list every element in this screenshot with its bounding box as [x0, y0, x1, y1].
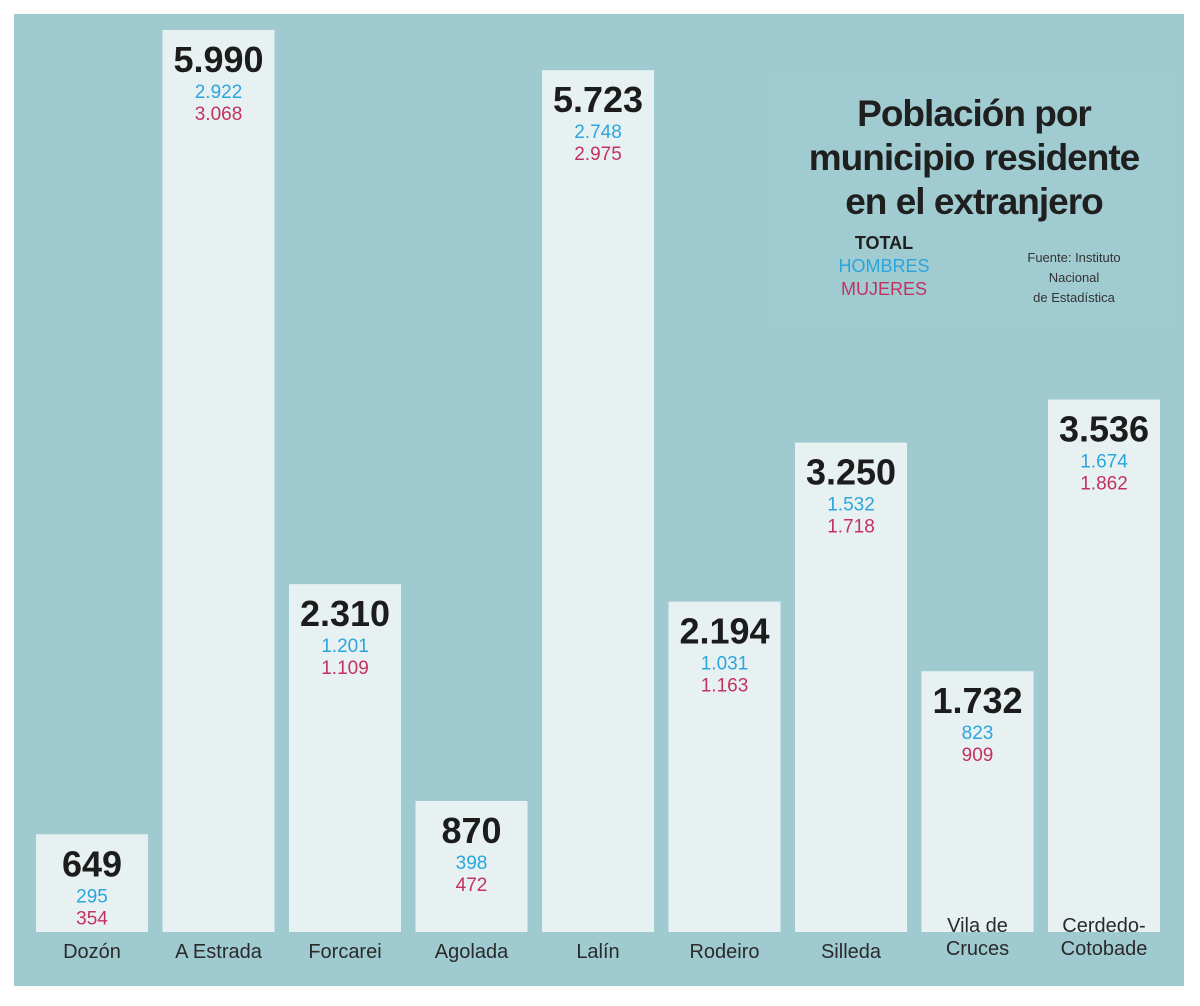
category-label: Vila de [947, 915, 1008, 937]
bar-men-label: 1.674 [1080, 452, 1128, 473]
source-note: Fuente: Instituto Nacional de Estadístic… [1004, 248, 1144, 308]
bar-women-label: 909 [962, 745, 994, 766]
bar-women-label: 1.718 [827, 517, 875, 538]
source-line: Fuente: Instituto [1027, 250, 1121, 265]
category-label: Rodeiro [689, 941, 759, 963]
legend: TOTAL HOMBRES MUJERES [814, 232, 954, 301]
bar-women-label: 472 [456, 875, 488, 896]
bar-women-label: 1.862 [1080, 474, 1128, 495]
bar-total-label: 3.536 [1059, 409, 1149, 450]
bar-total-label: 870 [441, 810, 501, 851]
category-label: Agolada [435, 941, 509, 963]
bar-men-label: 1.201 [321, 636, 369, 657]
bar-men-label: 1.532 [827, 495, 875, 516]
bar-total-label: 2.194 [679, 611, 769, 652]
category-label: Cerdedo- [1062, 915, 1145, 937]
chart-title-line: municipio residente [808, 137, 1141, 178]
category-label: Cruces [946, 938, 1009, 960]
bar-total-label: 1.732 [932, 680, 1022, 721]
legend-men: HOMBRES [838, 256, 930, 276]
bar [542, 70, 654, 933]
chart-title-line: en el extranjero [845, 181, 1104, 222]
bar-total-label: 2.310 [300, 593, 390, 634]
bar-total-label: 649 [62, 843, 122, 884]
bar [921, 671, 1034, 932]
bar-men-label: 2.748 [574, 122, 622, 143]
category-label: Silleda [821, 941, 882, 963]
bar-men-label: 2.922 [195, 82, 243, 103]
legend-total: TOTAL [854, 233, 914, 253]
bar [289, 584, 401, 932]
category-label: Forcarei [308, 941, 381, 963]
bar-total-label: 3.250 [806, 452, 896, 493]
bar-men-label: 1.031 [701, 654, 749, 675]
bar [795, 442, 907, 932]
category-label: A Estrada [175, 941, 263, 963]
title-legend-panel: Población por municipio residente en el … [774, 76, 1174, 326]
bar [668, 601, 781, 932]
category-label: Dozón [63, 941, 121, 963]
bar-women-label: 354 [76, 908, 108, 929]
chart-title: Población por municipio residente en el … [774, 92, 1174, 224]
legend-women: MUJERES [840, 279, 927, 299]
chart-figure: 649 295 354 Dozón 5.990 2.922 3.068 A Estrada 2.… [14, 14, 1184, 986]
bar-total-label: 5.990 [173, 39, 263, 80]
bar [1048, 399, 1160, 932]
bar-women-label: 3.068 [195, 104, 243, 125]
bar-women-label: 1.109 [321, 658, 369, 679]
chart-title-line: Población por [857, 93, 1092, 134]
bar-men-label: 295 [76, 886, 108, 907]
bar-total-label: 5.723 [553, 79, 643, 120]
bar-women-label: 2.975 [574, 144, 622, 165]
bar [36, 834, 148, 932]
bar [162, 30, 275, 932]
bar-women-label: 1.163 [701, 676, 749, 697]
category-label: Lalín [576, 941, 619, 963]
category-label: Cotobade [1061, 938, 1148, 960]
bar-men-label: 823 [962, 723, 994, 744]
bar [415, 800, 528, 932]
source-line: Nacional [1048, 270, 1100, 285]
bar-men-label: 398 [456, 853, 488, 874]
source-line: de Estadística [1033, 290, 1115, 305]
